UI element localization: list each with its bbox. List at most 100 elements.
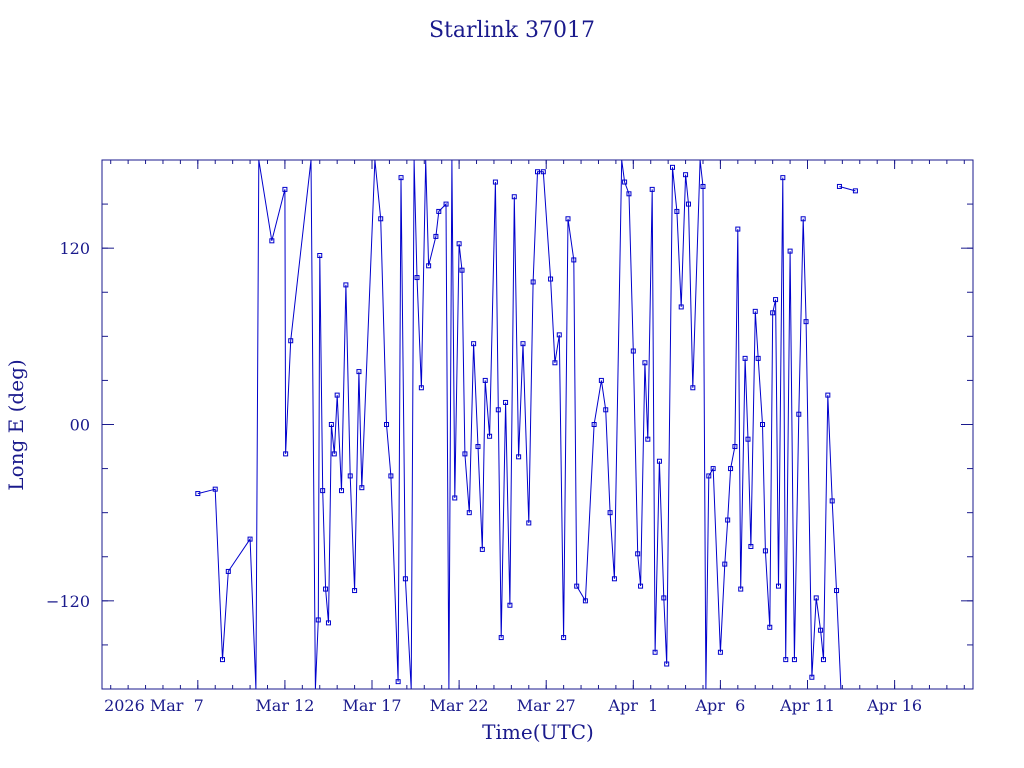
data-point-marker — [482, 377, 488, 383]
data-point-marker — [607, 510, 613, 516]
data-point-marker — [836, 183, 842, 189]
data-point-marker — [219, 657, 225, 663]
data-point-marker — [535, 169, 540, 175]
data-point-marker — [717, 649, 723, 655]
data-point-marker — [852, 188, 858, 194]
data-point-marker — [384, 422, 390, 427]
data-point-marker — [649, 186, 655, 192]
data-point-marker — [742, 355, 748, 361]
data-point-marker — [331, 451, 337, 457]
data-point-marker — [760, 422, 766, 427]
data-point-marker — [487, 433, 493, 439]
y-tick-label: 120 — [59, 239, 90, 258]
data-point-marker — [452, 495, 458, 501]
data-point-marker — [492, 179, 498, 185]
data-point-marker — [511, 194, 517, 200]
chart-title: Starlink 37017 — [429, 18, 595, 43]
data-point-marker — [462, 451, 468, 457]
data-point-marker — [352, 588, 358, 594]
data-point-marker — [269, 238, 275, 244]
data-point-marker — [520, 341, 526, 347]
data-point-marker — [288, 338, 294, 344]
data-point-marker — [479, 546, 485, 552]
data-point-marker — [334, 392, 340, 398]
data-point-marker — [710, 466, 716, 472]
data-point-marker — [395, 679, 401, 685]
data-point-marker — [540, 169, 546, 175]
data-point-marker — [320, 488, 326, 494]
data-point-marker — [800, 216, 806, 222]
data-point-marker — [773, 297, 779, 303]
data-point-marker — [796, 411, 802, 417]
data-point-marker — [770, 310, 776, 316]
data-point-marker — [767, 624, 773, 630]
data-point-marker — [443, 201, 449, 207]
data-point-marker — [725, 517, 731, 523]
data-point-marker — [247, 536, 253, 542]
data-point-marker — [556, 332, 562, 338]
x-tick-label: 2026 Mar 7 — [104, 696, 204, 715]
x-tick-label: Apr 1 — [607, 696, 658, 715]
data-point-marker — [503, 399, 509, 405]
data-point-marker — [418, 385, 424, 391]
y-axis-label: Long E (deg) — [4, 359, 28, 490]
y-tick-label: 00 — [70, 416, 90, 435]
data-point-marker — [775, 583, 781, 589]
data-point-marker — [323, 586, 329, 592]
data-point-marker — [645, 436, 651, 442]
y-tick-label: −120 — [46, 592, 90, 611]
data-point-marker — [466, 510, 472, 516]
data-point-marker — [471, 341, 477, 347]
y-axis-tick-labels: 120 00 −120 — [46, 239, 90, 611]
data-point-marker — [402, 576, 408, 582]
data-point-marker — [656, 458, 662, 464]
data-point-marker — [339, 488, 345, 494]
data-point-marker — [433, 233, 439, 239]
data-point-marker — [498, 635, 504, 641]
data-point-marker — [195, 491, 201, 497]
data-point-marker — [548, 276, 554, 282]
data-point-marker — [834, 588, 840, 594]
data-point-marker — [678, 304, 684, 310]
data-point-marker — [661, 595, 667, 601]
y-axis-ticks — [102, 159, 973, 690]
data-point-marker — [507, 602, 513, 608]
data-point-marker — [803, 319, 809, 325]
data-point-marker — [611, 576, 617, 582]
data-point-marker — [813, 595, 819, 601]
data-point-marker — [787, 248, 793, 254]
data-point-marker — [700, 183, 706, 189]
data-point-marker — [738, 586, 744, 592]
data-point-marker — [783, 657, 789, 663]
data-point-marker — [530, 279, 536, 285]
data-point-marker — [356, 369, 362, 375]
data-point-marker — [328, 422, 334, 427]
data-point-marker — [752, 308, 758, 314]
plot-frame — [101, 159, 974, 690]
data-point-marker — [745, 436, 751, 442]
x-tick-label: Apr 6 — [695, 696, 746, 715]
data-point-marker — [526, 520, 532, 526]
data-point-marker — [664, 661, 670, 667]
data-point-marker — [388, 473, 394, 479]
data-point-marker — [516, 454, 522, 460]
data-point-marker — [818, 627, 824, 633]
data-point-marker — [670, 164, 676, 170]
data-point-marker — [495, 407, 501, 413]
data-point-marker — [735, 226, 741, 232]
data-point-marker — [565, 216, 571, 222]
series-line — [197, 160, 842, 689]
data-point-marker — [635, 551, 641, 557]
x-tick-label: Apr 11 — [779, 696, 835, 715]
data-point-marker — [690, 385, 696, 391]
data-point-marker — [762, 548, 768, 554]
data-point-marker — [459, 267, 465, 273]
data-point-marker — [652, 649, 658, 655]
x-tick-label: Mar 12 — [255, 696, 314, 715]
data-point-marker — [685, 201, 691, 207]
data-point-marker — [622, 179, 628, 185]
data-point-marker — [343, 282, 349, 288]
x-axis-label: Time(UTC) — [482, 720, 594, 744]
series-layer — [195, 160, 858, 689]
